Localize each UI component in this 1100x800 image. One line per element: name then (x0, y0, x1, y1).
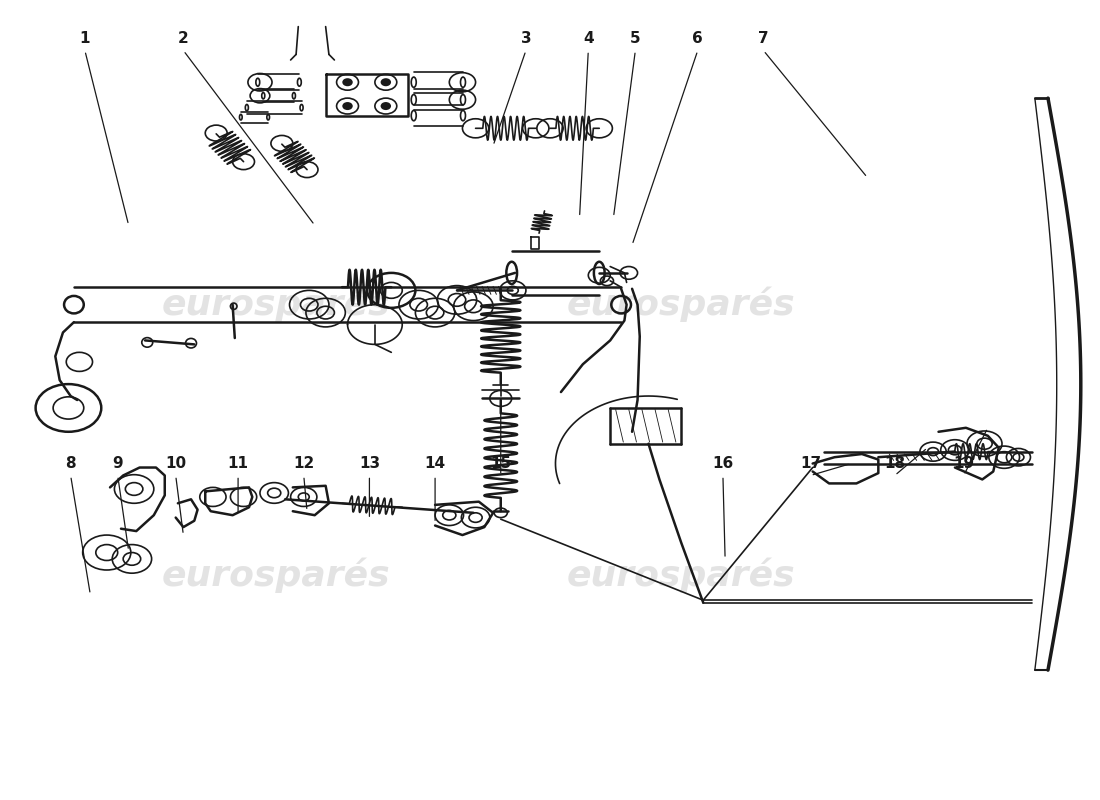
Text: 19: 19 (953, 456, 975, 471)
Text: 9: 9 (112, 456, 123, 471)
Text: 1: 1 (79, 31, 90, 46)
Text: 12: 12 (293, 456, 315, 471)
Text: 5: 5 (630, 31, 640, 46)
Text: eurosparés: eurosparés (162, 287, 390, 322)
Text: 14: 14 (425, 456, 446, 471)
Circle shape (343, 79, 352, 86)
Text: 17: 17 (800, 456, 821, 471)
Text: 7: 7 (758, 31, 769, 46)
Text: 6: 6 (692, 31, 703, 46)
Text: 11: 11 (228, 456, 249, 471)
Text: 3: 3 (520, 31, 531, 46)
Text: 16: 16 (713, 456, 734, 471)
Text: 15: 15 (491, 456, 512, 471)
Text: 4: 4 (583, 31, 594, 46)
Circle shape (382, 103, 390, 110)
Text: 18: 18 (884, 456, 905, 471)
Text: eurosparés: eurosparés (566, 557, 795, 593)
Text: 2: 2 (178, 31, 189, 46)
Circle shape (343, 103, 352, 110)
Text: eurosparés: eurosparés (566, 287, 795, 322)
Circle shape (382, 79, 390, 86)
Text: 10: 10 (165, 456, 186, 471)
Text: 13: 13 (359, 456, 380, 471)
Text: 8: 8 (65, 456, 76, 471)
Text: eurosparés: eurosparés (162, 557, 390, 593)
